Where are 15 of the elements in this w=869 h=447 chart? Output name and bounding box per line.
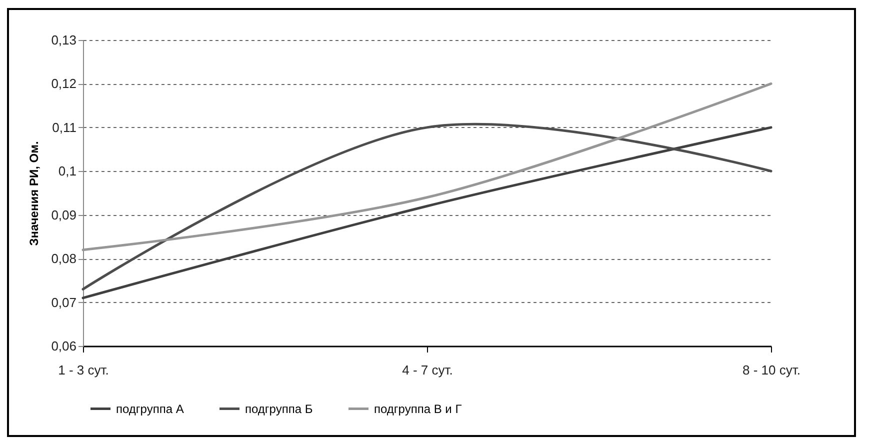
legend-label: подгруппа В и Г [374,402,462,416]
y-axis-title: Значения РИ, Ом. [27,141,42,246]
y-tick-label: 0,13 [51,32,76,48]
legend-label: подгруппа Б [245,402,313,416]
x-tick-label: 1 - 3 сут. [58,362,109,378]
x-tick-label: 8 - 10 сут. [742,362,800,378]
y-tick-label: 0,07 [51,294,76,310]
y-tick-label: 0,1 [58,164,76,179]
y-tick-label: 0,09 [51,207,76,222]
y-tick-label: 0,12 [51,76,76,92]
x-tick-label: 4 - 7 сут. [402,362,453,378]
y-tick-label: 0,08 [51,251,76,266]
y-tick-label: 0,06 [51,338,76,354]
legend-label: подгруппа А [116,402,184,416]
y-tick-label: 0,11 [52,120,76,135]
